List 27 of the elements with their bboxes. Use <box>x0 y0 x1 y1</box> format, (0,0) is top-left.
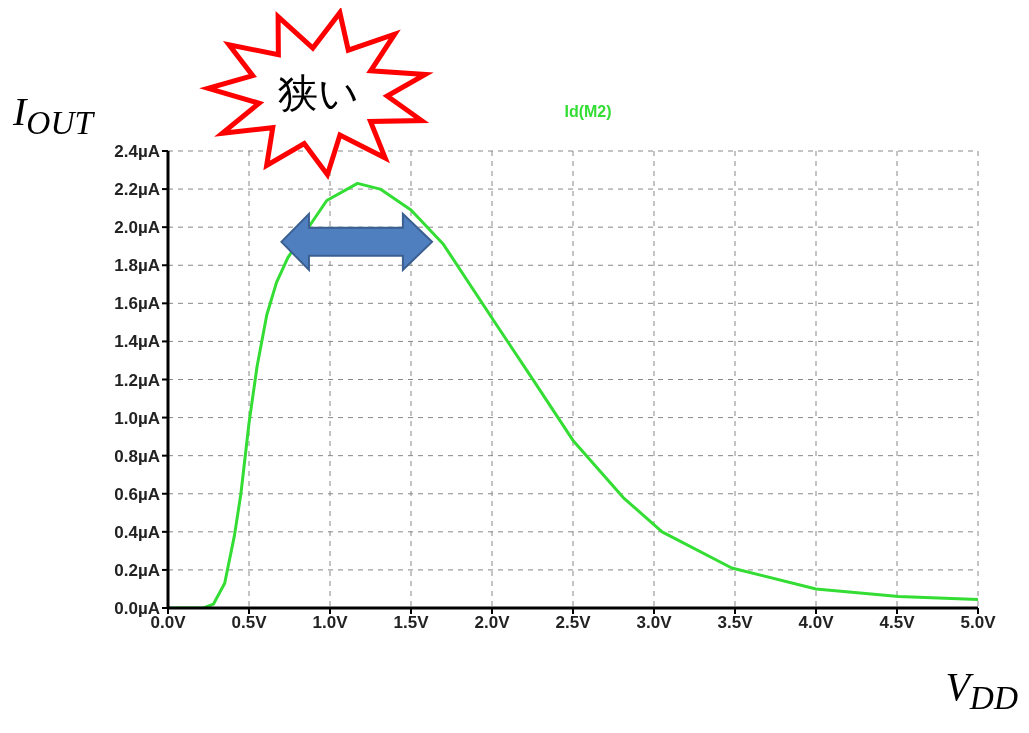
y-tick-label: 1.2µA <box>114 370 160 390</box>
x-tick-label: 1.0V <box>312 613 349 633</box>
x-tick-label: 1.5V <box>393 613 430 633</box>
y-tick-label: 2.0µA <box>114 218 160 238</box>
y-axis-title: I$_{OUT}$ <box>13 88 94 142</box>
y-tick-label: 2.2µA <box>114 180 160 200</box>
y-tick-label: 0.4µA <box>114 522 160 542</box>
x-tick-label: 0.5V <box>231 613 268 633</box>
x-tick-label: 2.5V <box>555 613 592 633</box>
x-tick-label: 2.0V <box>474 613 511 633</box>
x-tick-label: 0.0V <box>150 613 187 633</box>
x-axis-title: V$_{DD}$ <box>945 663 1018 717</box>
y-tick-label: 1.0µA <box>114 408 160 428</box>
y-tick-label: 1.6µA <box>114 294 160 314</box>
y-tick-label: 0.8µA <box>114 446 160 466</box>
text: 狭い <box>277 70 359 116</box>
text: Id(M2) <box>564 103 612 121</box>
y-tick-label: 0.2µA <box>114 560 160 580</box>
x-tick-label: 4.5V <box>879 613 916 633</box>
y-tick-label: 1.8µA <box>114 256 160 276</box>
x-tick-label: 4.0V <box>798 613 835 633</box>
x-tick-label: 3.0V <box>636 613 673 633</box>
x-tick-label: 5.0V <box>960 613 997 633</box>
y-tick-label: 2.4µA <box>114 142 160 162</box>
y-tick-label: 1.4µA <box>114 332 160 352</box>
y-tick-label: 0.6µA <box>114 484 160 504</box>
x-tick-label: 3.5V <box>717 613 754 633</box>
